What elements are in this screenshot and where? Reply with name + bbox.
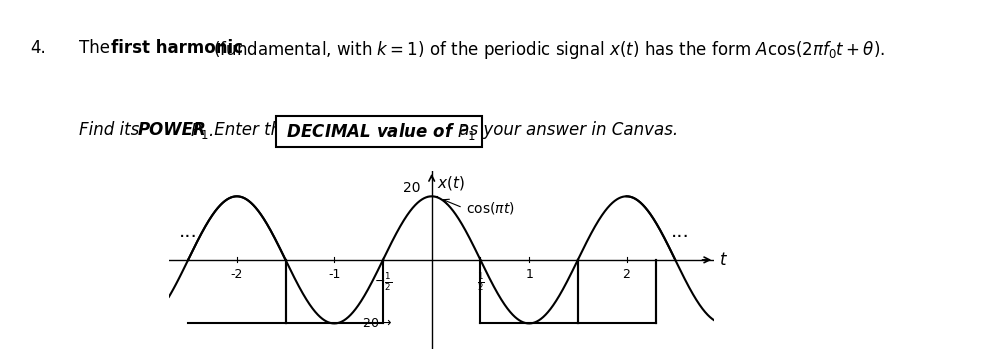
Text: 4.: 4. bbox=[30, 39, 46, 57]
Text: Enter the: Enter the bbox=[209, 121, 292, 140]
Text: 2: 2 bbox=[623, 268, 631, 281]
Text: 20: 20 bbox=[403, 181, 420, 195]
Text: ...: ... bbox=[671, 222, 689, 241]
Text: $-\frac{1}{2}$: $-\frac{1}{2}$ bbox=[374, 271, 392, 293]
Text: as your answer in Canvas.: as your answer in Canvas. bbox=[454, 121, 679, 140]
Text: $t$: $t$ bbox=[719, 251, 728, 269]
Text: 1: 1 bbox=[525, 268, 533, 281]
Text: $P_1$.: $P_1$. bbox=[185, 121, 213, 141]
Text: (fundamental, with $k=1$) of the periodic signal $x(t)$ has the form $A\cos(2\pi: (fundamental, with $k=1$) of the periodi… bbox=[208, 39, 885, 61]
Text: $-20\rightarrow$: $-20\rightarrow$ bbox=[352, 317, 393, 330]
Text: $\cos(\pi t)$: $\cos(\pi t)$ bbox=[466, 200, 515, 216]
Text: -2: -2 bbox=[231, 268, 243, 281]
Text: ...: ... bbox=[179, 222, 197, 241]
Text: POWER: POWER bbox=[138, 121, 206, 140]
Text: first harmonic: first harmonic bbox=[111, 39, 243, 57]
Text: $x(t)$: $x(t)$ bbox=[436, 174, 464, 192]
Text: The: The bbox=[79, 39, 116, 57]
Text: -1: -1 bbox=[328, 268, 340, 281]
Text: Find its: Find its bbox=[79, 121, 145, 140]
Text: $\frac{1}{2}$: $\frac{1}{2}$ bbox=[476, 271, 484, 293]
Text: DECIMAL value of $P_1$: DECIMAL value of $P_1$ bbox=[281, 121, 477, 142]
